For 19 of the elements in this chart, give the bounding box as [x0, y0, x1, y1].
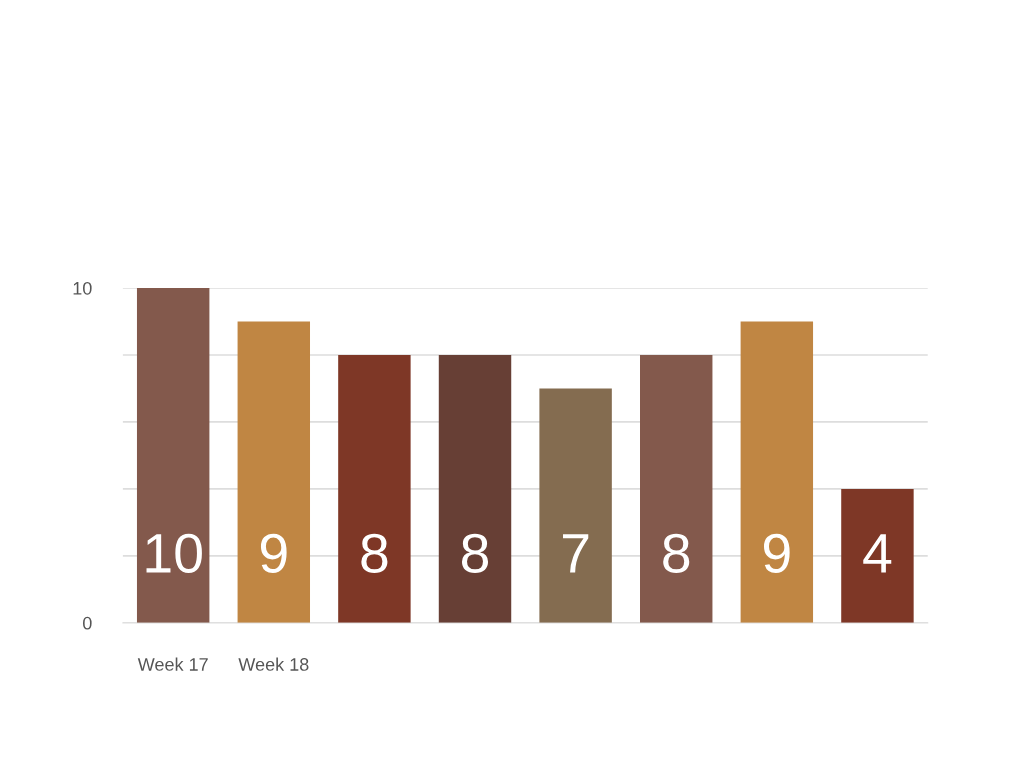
data-label: 8: [663, 533, 690, 573]
data-label: 4: [863, 534, 892, 573]
y-tick-label: 0: [82, 616, 92, 630]
data-label: 8: [461, 533, 489, 573]
bar: [136, 288, 210, 623]
bar: [740, 321, 814, 623]
data-label: 10: [146, 533, 202, 573]
data-label: 8: [361, 533, 388, 573]
bar: [438, 354, 512, 623]
bar: [237, 321, 311, 623]
bar: [841, 488, 914, 623]
x-tick-label: Week 17: [137, 657, 208, 671]
bar: [338, 354, 411, 623]
data-label: 9: [260, 533, 287, 573]
x-tick-label: Week 18: [238, 657, 309, 671]
data-label: 7: [563, 534, 589, 573]
bar: [640, 354, 713, 623]
data-label: 9: [763, 533, 790, 573]
bar: [539, 388, 612, 623]
